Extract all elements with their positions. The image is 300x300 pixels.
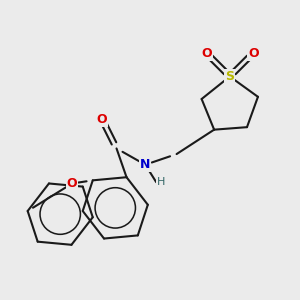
Text: N: N (140, 158, 151, 171)
Text: H: H (157, 177, 165, 187)
Text: S: S (225, 70, 234, 83)
Text: O: O (201, 46, 211, 59)
Text: O: O (97, 113, 107, 126)
Text: O: O (67, 177, 77, 190)
Text: O: O (248, 46, 259, 59)
